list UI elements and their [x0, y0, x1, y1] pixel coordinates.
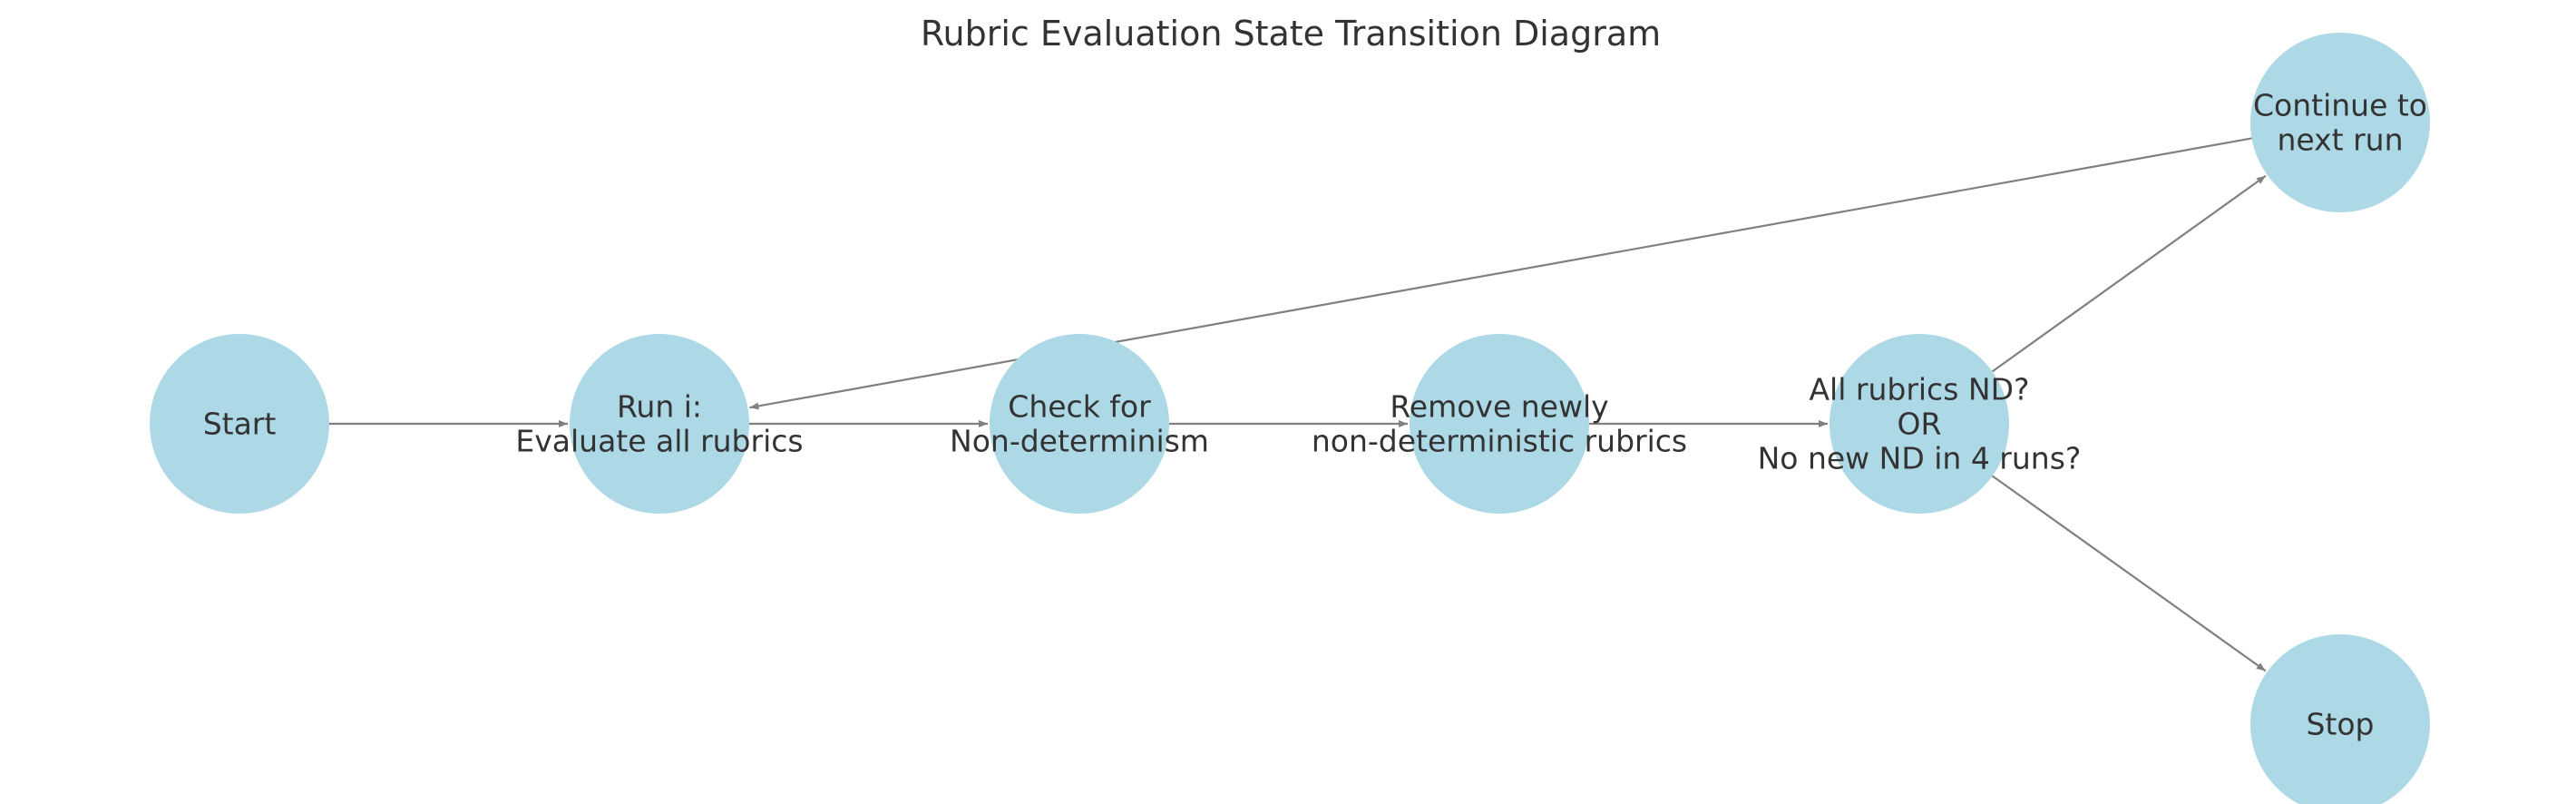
edges-layer	[329, 137, 2267, 672]
node-circle-run	[570, 334, 749, 514]
edge-continue-to-run	[749, 137, 2252, 410]
node-start: Start	[150, 334, 329, 514]
node-label-continue-line-0: Continue to	[2253, 88, 2427, 123]
node-circle-stop	[2250, 634, 2430, 804]
node-label-start-line-0: Start	[203, 407, 277, 442]
edge-decision-to-continue	[1991, 174, 2267, 373]
diagram-title: Rubric Evaluation State Transition Diagr…	[921, 14, 1661, 54]
node-stop: Stop	[2250, 634, 2430, 804]
node-circle-check	[990, 334, 1169, 514]
node-label-run-line-1: Evaluate all rubrics	[515, 424, 803, 459]
node-label-remove-line-0: Remove newly	[1390, 389, 1608, 425]
node-label-check-line-1: Non-determinism	[950, 424, 1209, 459]
node-run: Run i:Evaluate all rubrics	[515, 334, 804, 514]
node-label-continue-line-1: next run	[2278, 123, 2404, 158]
node-label-check-line-0: Check for	[1008, 389, 1151, 425]
node-circle-continue	[2250, 33, 2430, 212]
node-label-decision-line-2: No new ND in 4 runs?	[1758, 441, 2082, 476]
edge-decision-to-stop	[1991, 475, 2267, 672]
node-circle-remove	[1410, 334, 1589, 514]
node-circle-start	[150, 334, 329, 514]
node-label-run-line-0: Run i:	[617, 389, 702, 425]
node-label-remove-line-1: non-deterministic rubrics	[1312, 424, 1687, 459]
node-circle-decision	[1830, 334, 2009, 514]
node-label-stop-line-0: Stop	[2306, 707, 2374, 742]
node-label-decision-line-0: All rubrics ND?	[1809, 372, 2029, 407]
node-label-decision-line-1: OR	[1898, 407, 1942, 442]
nodes-layer: Start Run i:Evaluate all rubrics Check for…	[150, 33, 2430, 804]
